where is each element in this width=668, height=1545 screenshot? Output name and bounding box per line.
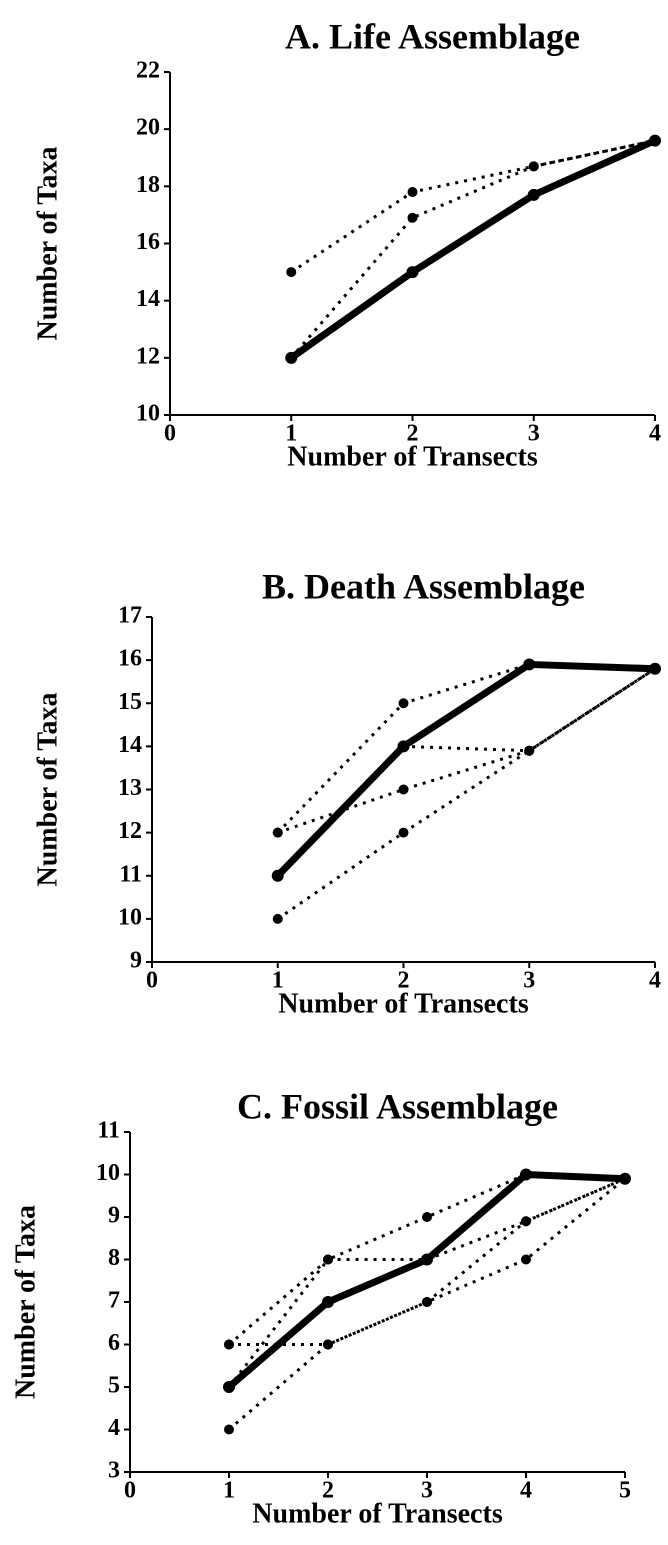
y-tick-label: 13 [118,775,142,801]
x-tick-label: 3 [421,1478,433,1504]
point [521,1169,531,1180]
x-axis-label: Number of Transects [252,1498,503,1529]
solid-line [226,1171,626,1390]
point [521,1216,531,1227]
x-tick-label: 1 [285,421,297,447]
y-tick-label: 14 [118,732,142,758]
y-tick-label: 20 [136,115,160,141]
y-tick-label: 5 [108,1373,120,1399]
x-tick-label: 1 [272,968,284,994]
y-tick-label: 11 [97,1118,120,1144]
point [407,187,418,198]
x-tick-label: 5 [619,1478,631,1504]
dotted-line [276,667,656,921]
x-axis-label: Number of Transects [287,441,538,472]
x-tick-label: 2 [322,1478,334,1504]
point [398,784,409,795]
point [398,741,409,752]
dotted-line [229,1177,626,1346]
point [527,188,540,201]
y-axis-label: Number of Taxa [32,693,63,887]
point [422,1297,432,1307]
y-tick-label: 7 [108,1288,120,1314]
point [398,698,409,709]
dotted-line [290,139,656,274]
x-tick-label: 2 [407,421,419,447]
chart-title: A. Life Assemblage [285,16,580,56]
y-tick-label: 22 [136,58,160,84]
solid-line [289,137,657,361]
point [406,266,419,279]
point [323,1339,333,1350]
chart-title: C. Fossil Assemblage [237,1086,558,1126]
dotted-line [228,1173,626,1346]
point [224,1382,234,1392]
x-tick-label: 0 [164,421,176,447]
point [422,1254,432,1265]
y-tick-label: 16 [136,229,160,255]
point [286,352,297,363]
x-tick-label: 3 [528,421,540,447]
point [272,827,283,838]
x-tick-label: 0 [124,1478,136,1504]
point [650,135,660,146]
point [528,161,539,172]
y-axis-label: Number of Taxa [10,1205,41,1399]
point [322,1296,334,1308]
point [524,659,535,670]
y-tick-label: 17 [118,603,142,629]
y-tick-label: 10 [118,904,142,930]
y-tick-label: 18 [136,172,160,198]
dotted-line [228,1177,626,1431]
x-tick-label: 4 [520,1478,532,1504]
point [272,870,283,881]
y-tick-label: 14 [136,286,160,312]
y-tick-label: 6 [108,1330,120,1356]
point [398,827,409,838]
point [650,663,660,674]
y-tick-label: 10 [96,1160,120,1186]
y-tick-label: 9 [108,1203,120,1229]
x-tick-label: 0 [146,968,158,994]
y-tick-label: 16 [118,646,142,672]
point [422,1212,432,1222]
point [323,1254,333,1265]
point [224,1339,234,1350]
chart-title: B. Death Assemblage [262,566,585,606]
x-tick-label: 1 [223,1478,235,1504]
y-tick-label: 12 [118,818,142,844]
point [620,1173,630,1184]
y-tick-label: 10 [136,401,160,427]
dotted-line [277,667,656,835]
y-tick-label: 12 [136,343,160,369]
y-tick-label: 15 [118,689,142,715]
dotted-line [276,667,656,877]
dotted-line [227,1177,626,1388]
x-tick-label: 3 [523,968,535,994]
point [407,212,418,223]
x-tick-label: 4 [649,968,661,994]
point [521,1254,531,1265]
y-tick-label: 4 [108,1415,120,1441]
dotted-line [276,662,656,834]
y-tick-label: 9 [130,948,142,974]
x-tick-label: 2 [398,968,410,994]
x-axis-label: Number of Transects [278,988,529,1019]
y-tick-label: 3 [108,1458,120,1484]
point [286,267,297,278]
point [224,1424,234,1435]
point [524,745,535,756]
dotted-line [290,139,656,359]
y-axis-label: Number of Taxa [32,147,63,341]
y-tick-label: 11 [119,861,142,887]
y-tick-label: 8 [108,1245,120,1271]
x-tick-label: 4 [649,421,661,447]
point [272,913,283,924]
